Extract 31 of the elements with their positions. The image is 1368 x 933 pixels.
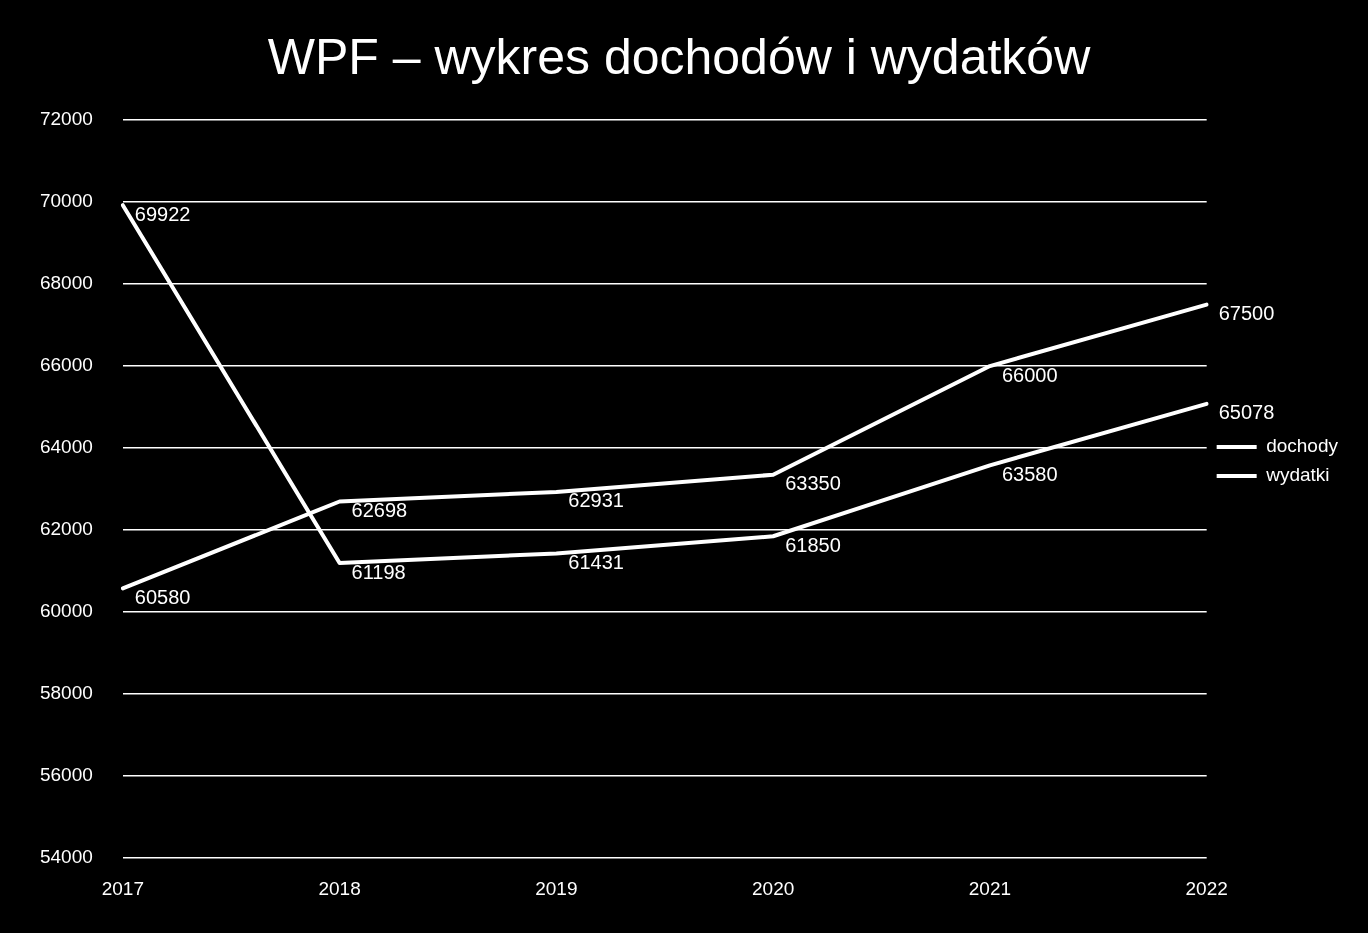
data-label: 61850 <box>785 533 841 556</box>
chart-title: WPF – wykres dochodów i wydatków <box>267 28 1092 85</box>
data-label: 60580 <box>134 585 191 608</box>
data-label: 61198 <box>351 560 406 583</box>
legend-label: wydatki <box>1265 464 1330 486</box>
x-tick-label: 2019 <box>535 877 578 899</box>
x-tick-label: 2022 <box>1185 877 1228 899</box>
y-tick-label: 60000 <box>39 600 93 622</box>
data-label: 66000 <box>1001 363 1058 386</box>
data-label: 61431 <box>568 550 624 573</box>
x-tick-label: 2020 <box>751 877 795 899</box>
x-tick-label: 2018 <box>318 877 361 899</box>
y-tick-label: 64000 <box>39 436 93 458</box>
data-label: 67500 <box>1218 302 1275 325</box>
x-tick-label: 2021 <box>968 877 1012 899</box>
y-tick-label: 68000 <box>39 272 93 294</box>
y-tick-label: 54000 <box>39 846 93 868</box>
data-label: 62698 <box>351 499 408 521</box>
y-tick-label: 56000 <box>39 764 93 786</box>
y-tick-label: 72000 <box>39 108 93 130</box>
y-tick-label: 70000 <box>39 190 93 212</box>
y-tick-label: 62000 <box>39 518 93 540</box>
y-tick-label: 58000 <box>39 682 93 704</box>
y-tick-label: 66000 <box>39 354 93 376</box>
data-label: 62931 <box>568 489 624 512</box>
legend-label: dochody <box>1266 435 1339 457</box>
x-tick-label: 2017 <box>101 877 144 899</box>
data-label: 65078 <box>1218 401 1275 424</box>
data-label: 63350 <box>785 472 841 495</box>
data-label: 63580 <box>1001 462 1058 485</box>
data-label: 69922 <box>134 202 191 225</box>
